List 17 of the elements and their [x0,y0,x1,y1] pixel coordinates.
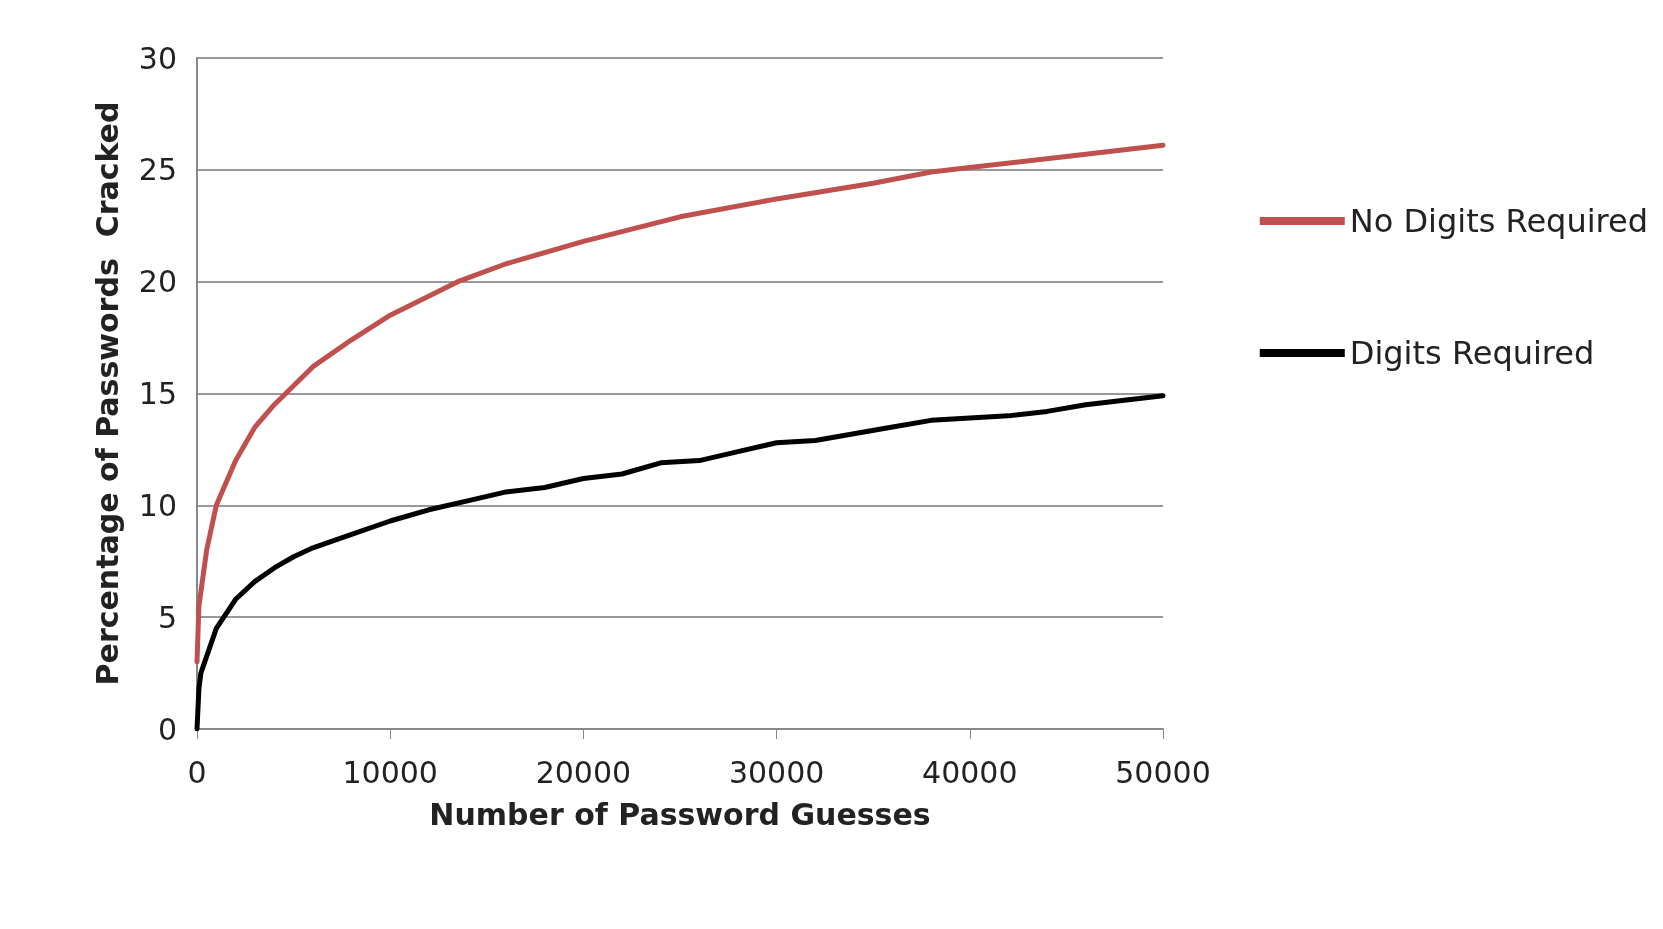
x-tick-label: 10000 [342,754,438,790]
y-tick-label: 0 [157,711,177,747]
y-tick-label: 5 [157,599,177,635]
x-tick-label: 40000 [922,754,1018,790]
y-tick-label: 10 [138,487,177,523]
y-tick-label: 20 [138,264,177,300]
legend-label: Digits Required [1349,334,1595,372]
x-tick-label: 20000 [535,754,632,790]
y-tick-label: 15 [138,376,177,411]
x-tick-label: 0 [187,754,207,790]
x-tick-label: 30000 [728,754,825,790]
y-axis-title: Percentage of Passwords Cracked [89,101,125,686]
x-tick-label: 50000 [1115,754,1211,790]
x-axis-title: Number of Password Guesses [429,796,931,832]
y-tick-label: 30 [138,40,177,76]
y-tick-label: 25 [138,152,177,188]
legend-label: No Digits Required [1349,202,1648,240]
